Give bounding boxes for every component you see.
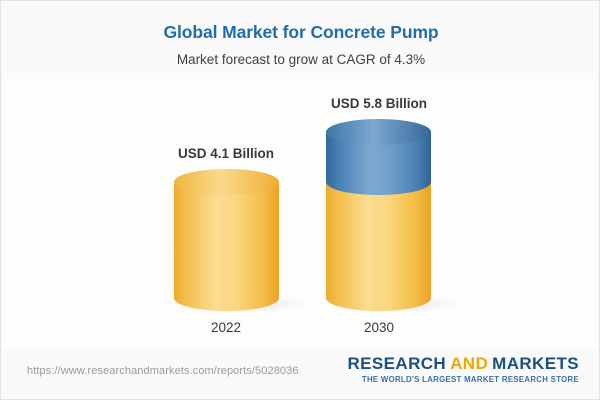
bar-2030-base-segment xyxy=(326,182,431,312)
logo-word-markets: MARKETS xyxy=(492,354,579,373)
bar-2030-growth-cap xyxy=(326,119,431,145)
logo-tagline: THE WORLD'S LARGEST MARKET RESEARCH STOR… xyxy=(361,374,579,384)
bar-2022-top-cap xyxy=(174,169,279,195)
bar-2022-body xyxy=(174,182,279,312)
value-label-2030: USD 5.8 Billion xyxy=(330,96,428,111)
category-label-2022: 2022 xyxy=(210,320,242,335)
category-label-2030: 2030 xyxy=(363,320,395,335)
research-and-markets-logo[interactable]: RESEARCH AND MARKETS THE WORLD'S LARGEST M… xyxy=(348,355,580,384)
bar-2022[interactable] xyxy=(174,169,279,312)
chart-header: Global Market for Concrete Pump Market f… xyxy=(1,1,599,67)
bar-2030-growth-segment xyxy=(326,132,431,196)
chart-footer: https://www.researchandmarkets.com/repor… xyxy=(1,349,599,399)
logo-word-and: AND xyxy=(450,354,489,373)
bar-2030[interactable] xyxy=(326,119,431,312)
chart-subtitle: Market forecast to grow at CAGR of 4.3% xyxy=(176,52,426,67)
value-label-2022: USD 4.1 Billion xyxy=(177,146,275,161)
source-url[interactable]: https://www.researchandmarkets.com/repor… xyxy=(27,365,299,377)
logo-word-research: RESEARCH xyxy=(347,354,447,373)
page-title: Global Market for Concrete Pump xyxy=(163,22,439,42)
logo-wordmark: RESEARCH AND MARKETS xyxy=(348,355,580,373)
